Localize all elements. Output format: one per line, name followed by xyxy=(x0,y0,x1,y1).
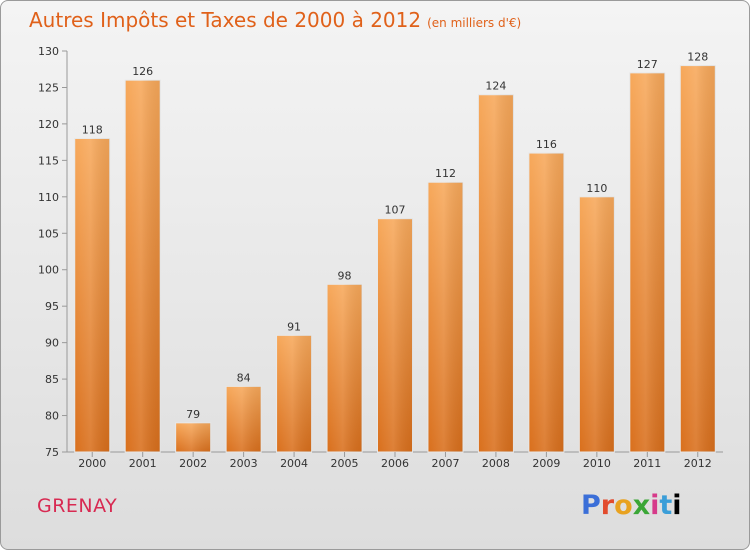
data-label: 107 xyxy=(385,204,406,217)
x-tick-label: 2002 xyxy=(179,457,207,470)
data-label: 118 xyxy=(82,123,103,136)
y-tick-label: 115 xyxy=(38,154,59,167)
x-tick-label: 2003 xyxy=(230,457,258,470)
y-tick-label: 80 xyxy=(45,410,59,423)
x-tick-label: 2010 xyxy=(583,457,611,470)
y-tick-label: 130 xyxy=(38,45,59,58)
bar-shine-2005 xyxy=(327,284,363,452)
bar-shine-2001 xyxy=(125,80,161,452)
x-tick-label: 2012 xyxy=(684,457,712,470)
y-tick-label: 100 xyxy=(38,264,59,277)
data-label: 84 xyxy=(237,371,251,384)
y-tick-label: 90 xyxy=(45,337,59,350)
x-tick-label: 2008 xyxy=(482,457,510,470)
x-tick-label: 2005 xyxy=(331,457,359,470)
y-tick-label: 125 xyxy=(38,81,59,94)
bar-shine-2009 xyxy=(528,153,564,452)
chart-title: Autres Impôts et Taxes de 2000 à 2012 (en… xyxy=(29,8,521,32)
data-label: 79 xyxy=(186,408,200,421)
y-tick-label: 105 xyxy=(38,227,59,240)
x-tick-label: 2000 xyxy=(78,457,106,470)
city-name: GRENAY xyxy=(37,495,118,517)
data-label: 98 xyxy=(338,269,352,282)
bar-shine-2003 xyxy=(226,386,262,452)
y-tick-label: 95 xyxy=(45,300,59,313)
x-tick-label: 2006 xyxy=(381,457,409,470)
data-label: 127 xyxy=(637,58,658,71)
x-tick-label: 2011 xyxy=(633,457,661,470)
bar-shine-2011 xyxy=(629,72,665,452)
data-label: 128 xyxy=(687,51,708,64)
data-label: 124 xyxy=(485,80,506,93)
bar-shine-2010 xyxy=(579,196,615,452)
bar-shine-2006 xyxy=(377,218,413,452)
x-tick-label: 2004 xyxy=(280,457,308,470)
chart-unit: (en milliers d'€) xyxy=(427,16,522,30)
data-label: 116 xyxy=(536,138,557,151)
bar-shine-2008 xyxy=(478,94,514,452)
chart-title-text: Autres Impôts et Taxes de 2000 à 2012 xyxy=(29,8,422,32)
proxiti-logo: Proxiti xyxy=(581,490,682,521)
data-label: 112 xyxy=(435,167,456,180)
bar-shine-2000 xyxy=(74,138,110,452)
bar-shine-2012 xyxy=(680,65,716,452)
y-tick-label: 75 xyxy=(45,446,59,459)
data-label: 110 xyxy=(586,182,607,195)
data-label: 126 xyxy=(132,65,153,78)
x-tick-label: 2007 xyxy=(431,457,459,470)
x-tick-label: 2009 xyxy=(532,457,560,470)
bar-shine-2002 xyxy=(175,422,211,452)
y-tick-label: 85 xyxy=(45,373,59,386)
bar-shine-2007 xyxy=(427,182,463,452)
data-label: 91 xyxy=(287,320,301,333)
bar-shine-2004 xyxy=(276,335,312,452)
y-tick-label: 120 xyxy=(38,118,59,131)
y-tick-label: 110 xyxy=(38,191,59,204)
x-tick-label: 2001 xyxy=(129,457,157,470)
